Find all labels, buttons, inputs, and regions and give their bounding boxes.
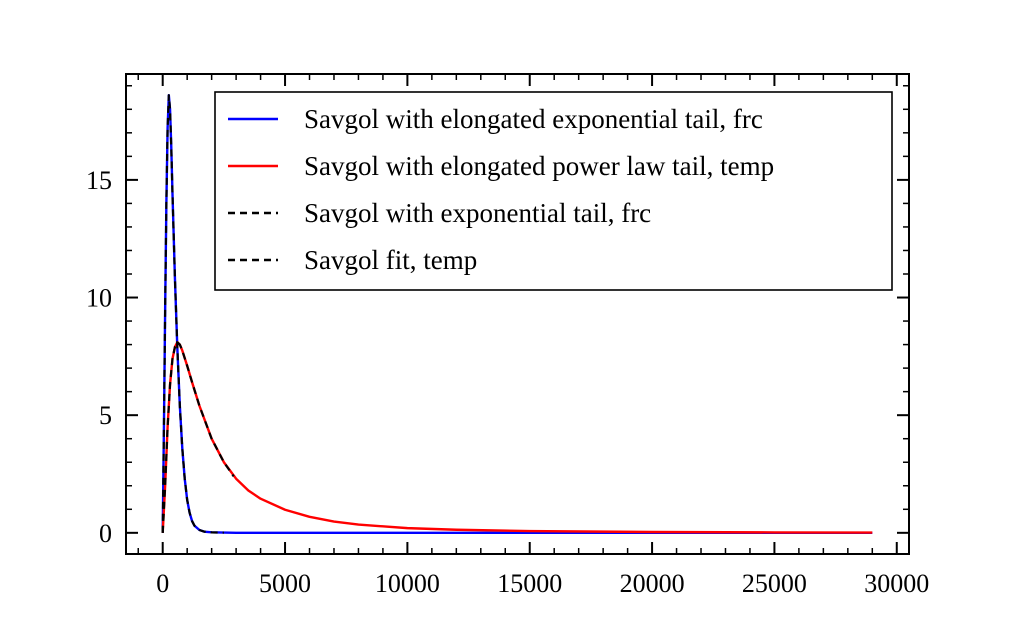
- legend-label-0: Savgol with elongated exponential tail, …: [304, 104, 763, 134]
- legend-label-1: Savgol with elongated power law tail, te…: [304, 151, 774, 181]
- y-tick-label-2: 10: [86, 284, 112, 313]
- x-tick-label-3: 15000: [497, 569, 562, 598]
- series-line-1: [161, 341, 873, 534]
- series-line-2: [161, 94, 224, 534]
- y-tick-label-0: 0: [99, 519, 112, 548]
- x-tick-label-6: 30000: [864, 569, 929, 598]
- legend-label-3: Savgol fit, temp: [304, 245, 477, 275]
- series-line-3: [161, 341, 235, 533]
- x-tick-label-2: 10000: [375, 569, 440, 598]
- x-tick-label-0: 0: [156, 569, 169, 598]
- series-layer: [161, 93, 873, 535]
- x-tick-label-5: 25000: [742, 569, 807, 598]
- x-tick-label-4: 20000: [620, 569, 685, 598]
- legend: Savgol with elongated exponential tail, …: [214, 91, 893, 291]
- tick-labels: 0 5000 10000 15000 20000 25000 30000 0 5 10 15: [86, 166, 929, 598]
- x-tick-label-1: 5000: [259, 569, 311, 598]
- y-tick-label-3: 15: [86, 166, 112, 195]
- legend-box: [214, 91, 893, 291]
- legend-label-2: Savgol with exponential tail, frc: [304, 198, 651, 228]
- y-tick-label-1: 5: [99, 401, 112, 430]
- plot-frame: [125, 73, 910, 555]
